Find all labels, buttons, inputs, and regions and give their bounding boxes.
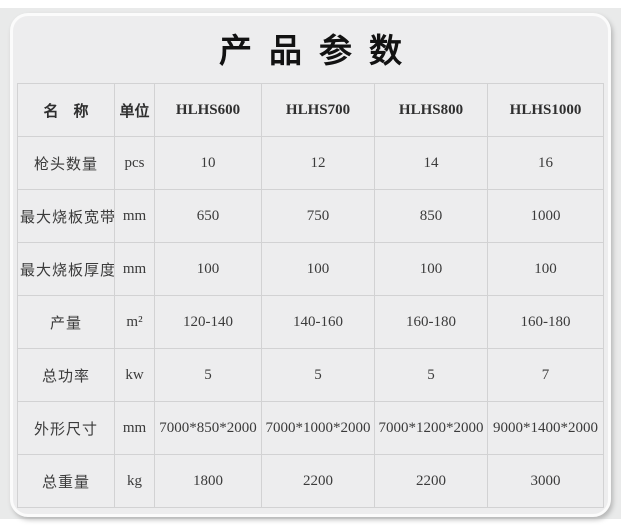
unit-cell: pcs [114, 136, 155, 190]
unit-cell: kw [114, 348, 155, 402]
value-cell: 100 [154, 242, 262, 296]
value-cell: 1000 [487, 189, 604, 243]
value-cell: 650 [154, 189, 262, 243]
value-cell: 7000*1200*2000 [374, 401, 488, 455]
table-row-gun-count: 枪头数量 pcs 10 12 14 16 [17, 136, 604, 190]
row-label: 外形尺寸 [17, 401, 115, 455]
product-spec-panel: 产品参数 名 称 单位 HLHS600 HLHS700 HLHS800 HLHS… [10, 13, 611, 517]
spec-table: 名 称 单位 HLHS600 HLHS700 HLHS800 HLHS1000 … [17, 83, 604, 508]
value-cell: 1800 [154, 454, 262, 508]
value-cell: 140-160 [261, 295, 375, 349]
value-cell: 5 [374, 348, 488, 402]
page-title: 产品参数 [219, 32, 419, 69]
value-cell: 100 [374, 242, 488, 296]
value-cell: 100 [487, 242, 604, 296]
column-header-name: 名 称 [17, 83, 115, 137]
table-row-output: 产量 m² 120-140 140-160 160-180 160-180 [17, 295, 604, 349]
value-cell: 160-180 [487, 295, 604, 349]
table-row-max-board-thickness: 最大烧板厚度 mm 100 100 100 100 [17, 242, 604, 296]
row-label: 最大烧板宽带 [17, 189, 115, 243]
value-cell: 5 [261, 348, 375, 402]
table-row-dimensions: 外形尺寸 mm 7000*850*2000 7000*1000*2000 700… [17, 401, 604, 455]
value-cell: 9000*1400*2000 [487, 401, 604, 455]
row-label: 总功率 [17, 348, 115, 402]
unit-cell: mm [114, 401, 155, 455]
row-label: 产量 [17, 295, 115, 349]
value-cell: 14 [374, 136, 488, 190]
header-row: 名 称 单位 HLHS600 HLHS700 HLHS800 HLHS1000 [17, 83, 604, 137]
row-label: 总重量 [17, 454, 115, 508]
column-header-unit: 单位 [114, 83, 155, 137]
value-cell: 2200 [261, 454, 375, 508]
value-cell: 160-180 [374, 295, 488, 349]
value-cell: 850 [374, 189, 488, 243]
column-header-model-hlhs1000: HLHS1000 [487, 83, 604, 137]
value-cell: 750 [261, 189, 375, 243]
column-header-model-hlhs800: HLHS800 [374, 83, 488, 137]
value-cell: 3000 [487, 454, 604, 508]
unit-cell: m² [114, 295, 155, 349]
value-cell: 16 [487, 136, 604, 190]
value-cell: 7 [487, 348, 604, 402]
table-row-max-board-width: 最大烧板宽带 mm 650 750 850 1000 [17, 189, 604, 243]
value-cell: 2200 [374, 454, 488, 508]
value-cell: 5 [154, 348, 262, 402]
table-row-total-power: 总功率 kw 5 5 5 7 [17, 348, 604, 402]
unit-cell: mm [114, 242, 155, 296]
column-header-model-hlhs600: HLHS600 [154, 83, 262, 137]
column-header-model-hlhs700: HLHS700 [261, 83, 375, 137]
value-cell: 12 [261, 136, 375, 190]
value-cell: 120-140 [154, 295, 262, 349]
unit-cell: kg [114, 454, 155, 508]
value-cell: 10 [154, 136, 262, 190]
row-label: 最大烧板厚度 [17, 242, 115, 296]
row-label: 枪头数量 [17, 136, 115, 190]
value-cell: 7000*850*2000 [154, 401, 262, 455]
unit-cell: mm [114, 189, 155, 243]
value-cell: 100 [261, 242, 375, 296]
table-row-total-weight: 总重量 kg 1800 2200 2200 3000 [17, 454, 604, 508]
value-cell: 7000*1000*2000 [261, 401, 375, 455]
